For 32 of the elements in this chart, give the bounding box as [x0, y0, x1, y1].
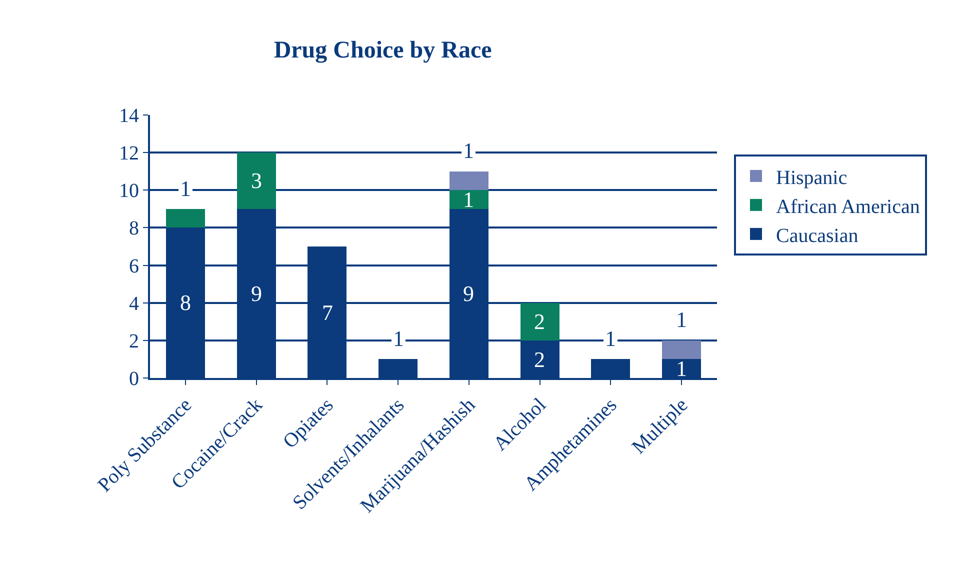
bar — [449, 171, 488, 190]
y-tick-label: 4 — [129, 292, 139, 315]
y-tick-label: 14 — [119, 105, 139, 127]
data-label: 9 — [463, 281, 474, 306]
data-label: 2 — [534, 347, 545, 372]
y-tick-label: 12 — [119, 142, 139, 165]
data-label: 1 — [463, 138, 474, 163]
y-tick-label: 6 — [129, 255, 139, 278]
y-tick-label: 0 — [129, 368, 139, 390]
data-label: 1 — [676, 356, 687, 381]
data-label: 1 — [463, 187, 474, 212]
data-label: 1 — [605, 326, 616, 351]
legend-label: African American — [776, 196, 920, 218]
data-label: 2 — [534, 309, 545, 334]
data-label: 8 — [180, 290, 191, 315]
chart-title: Drug Choice by Race — [274, 37, 492, 64]
legend-label: Caucasian — [776, 224, 858, 247]
data-label: 1 — [180, 176, 191, 201]
y-tick-label: 2 — [129, 330, 139, 352]
bar — [520, 302, 560, 340]
data-label: 1 — [393, 326, 404, 351]
legend-label: Hispanic — [776, 166, 848, 189]
bar — [166, 208, 205, 228]
data-label: 1 — [676, 307, 687, 332]
y-tick-label: 10 — [119, 180, 139, 202]
data-label: 7 — [322, 300, 333, 325]
bar — [449, 190, 488, 209]
bar — [662, 340, 702, 360]
bar — [236, 152, 276, 209]
y-tick-label: 8 — [129, 218, 139, 240]
data-label: 9 — [251, 281, 262, 306]
data-label: 3 — [251, 168, 262, 193]
